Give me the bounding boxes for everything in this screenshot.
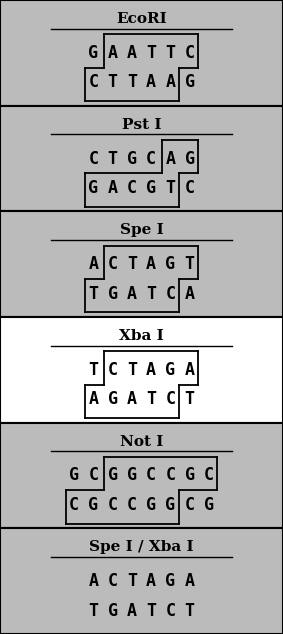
Text: A: A [185,361,195,379]
Text: Pst I: Pst I [122,118,161,132]
Text: G: G [108,467,118,484]
Text: C: C [69,496,79,514]
Text: C: C [108,255,118,273]
Text: G: G [185,467,195,484]
Text: A: A [108,44,118,62]
Bar [0,211,283,317]
Text: A: A [88,572,98,590]
Text: EcoRI: EcoRI [116,12,167,26]
Text: C: C [146,150,156,167]
Text: A: A [146,74,156,91]
Text: C: C [108,572,118,590]
Text: A: A [88,391,98,408]
Text: T: T [88,285,98,303]
Bar [0,528,283,634]
Text: T: T [185,391,195,408]
Text: T: T [185,255,195,273]
Text: G: G [88,496,98,514]
Text: G: G [146,496,156,514]
Text: A: A [127,602,137,620]
Text: T: T [146,391,156,408]
Text: G: G [185,150,195,167]
Text: A: A [146,361,156,379]
Text: Spe I / Xba I: Spe I / Xba I [89,540,194,554]
Text: T: T [127,572,137,590]
Text: A: A [165,74,175,91]
Text: C: C [108,361,118,379]
Text: C: C [165,285,175,303]
Text: A: A [108,179,118,197]
Text: T: T [108,74,118,91]
Text: C: C [204,467,214,484]
Text: C: C [185,496,195,514]
Text: G: G [108,602,118,620]
Text: G: G [165,361,175,379]
Text: G: G [108,391,118,408]
Text: T: T [127,255,137,273]
Text: T: T [88,602,98,620]
Text: A: A [127,391,137,408]
Text: T: T [88,361,98,379]
Text: G: G [146,179,156,197]
Text: A: A [127,285,137,303]
Text: C: C [185,179,195,197]
Text: C: C [185,44,195,62]
Text: G: G [127,150,137,167]
Text: G: G [108,285,118,303]
Text: Not I: Not I [120,435,163,449]
Text: T: T [108,150,118,167]
Text: Spe I: Spe I [120,223,163,237]
Text: C: C [165,391,175,408]
Text: A: A [88,255,98,273]
Text: C: C [88,150,98,167]
Text: A: A [146,572,156,590]
Text: C: C [165,467,175,484]
Text: G: G [185,74,195,91]
Bar [0,317,283,423]
Text: A: A [165,150,175,167]
Bar [0,106,283,211]
Text: T: T [165,44,175,62]
Bar [0,423,283,528]
Text: Xba I: Xba I [119,329,164,343]
Text: T: T [165,179,175,197]
Text: T: T [127,361,137,379]
Text: C: C [88,467,98,484]
Text: T: T [127,74,137,91]
Text: C: C [88,74,98,91]
Text: G: G [88,179,98,197]
Text: G: G [88,44,98,62]
Text: C: C [127,496,137,514]
Text: T: T [146,602,156,620]
Text: C: C [146,467,156,484]
Bar [0,0,283,106]
Text: G: G [204,496,214,514]
Text: C: C [108,496,118,514]
Text: G: G [127,467,137,484]
Text: C: C [165,602,175,620]
Text: T: T [185,602,195,620]
Text: A: A [146,255,156,273]
Text: G: G [165,255,175,273]
Text: T: T [146,44,156,62]
Text: A: A [185,572,195,590]
Text: G: G [165,572,175,590]
Text: T: T [146,285,156,303]
Text: G: G [69,467,79,484]
Text: A: A [185,285,195,303]
Text: G: G [165,496,175,514]
Text: C: C [127,179,137,197]
Text: A: A [127,44,137,62]
